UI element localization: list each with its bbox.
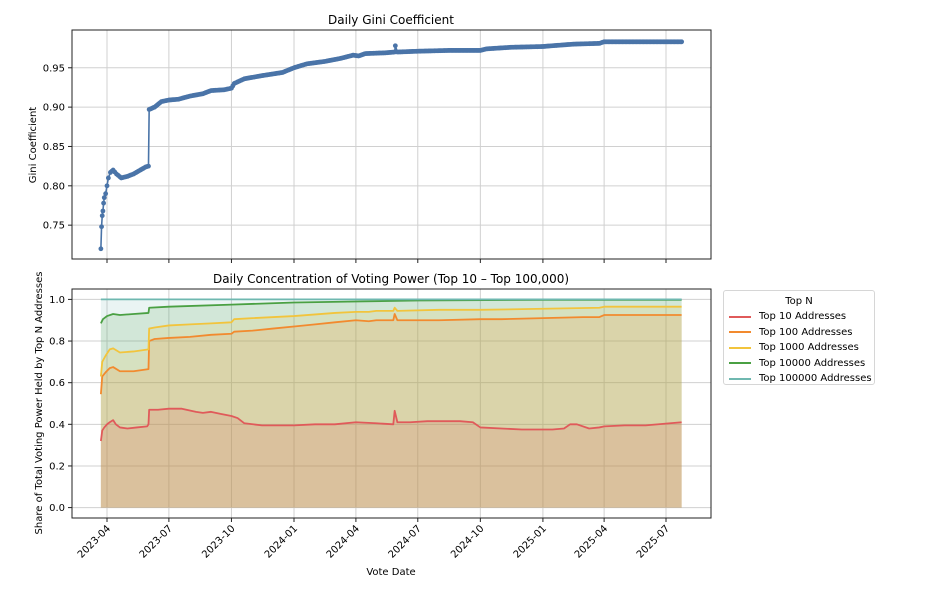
concentration-title: Daily Concentration of Voting Power (Top… bbox=[213, 272, 569, 286]
concentration-xtick-label: 2023-04 bbox=[76, 523, 113, 560]
legend-swatch-top100 bbox=[729, 331, 751, 334]
concentration-xtick-label: 2025-04 bbox=[573, 523, 610, 560]
concentration-fills bbox=[100, 299, 682, 508]
gini-point bbox=[101, 195, 107, 201]
concentration-xtick-label: 2024-07 bbox=[387, 523, 424, 560]
gini-series bbox=[98, 39, 685, 252]
concentration-ytick-label: 1.0 bbox=[49, 295, 65, 306]
line-top100 bbox=[99, 313, 682, 395]
area-top10 bbox=[100, 408, 682, 508]
gini-point bbox=[146, 163, 151, 169]
legend-label: Top 10000 Addresses bbox=[759, 357, 866, 369]
area-top10000 bbox=[100, 299, 682, 508]
line-top10 bbox=[99, 407, 682, 442]
legend-swatch-top100000 bbox=[729, 377, 751, 380]
concentration-ytick-label: 0.2 bbox=[49, 461, 65, 472]
line-top1000 bbox=[99, 305, 682, 377]
gini-point bbox=[99, 213, 105, 219]
legend-swatch-top1000 bbox=[729, 346, 751, 349]
gini-grid bbox=[72, 30, 711, 259]
concentration-xtick-label: 2023-10 bbox=[200, 523, 237, 560]
gini-ytick-label: 0.75 bbox=[43, 221, 65, 232]
concentration-ytick-label: 0.0 bbox=[49, 503, 65, 514]
gini-axes-frame bbox=[71, 29, 712, 260]
gini-point bbox=[103, 191, 109, 197]
concentration-ytick-label: 0.4 bbox=[49, 420, 65, 431]
concentration-xtick-label: 2023-07 bbox=[138, 523, 175, 560]
gini-point bbox=[101, 200, 106, 206]
gini-line bbox=[100, 41, 682, 249]
legend-item-top1000: Top 1000 Addresses bbox=[724, 340, 874, 356]
gini-point bbox=[105, 175, 111, 181]
gini-axes: 0.75 0.80 0.85 0.90 0.95 Daily Gini Coeffici… bbox=[28, 13, 712, 263]
concentration-series bbox=[99, 298, 682, 442]
concentration-xtick-label: 2024-04 bbox=[325, 523, 362, 560]
legend-label: Top 10 Addresses bbox=[759, 311, 847, 323]
concentration-xlabel: Vote Date bbox=[366, 567, 415, 578]
gini-point bbox=[392, 43, 398, 49]
legend-title: Top N bbox=[785, 296, 813, 307]
legend-item-top100000: Top 100000 Addresses bbox=[724, 371, 874, 387]
legend-swatch-top10 bbox=[729, 315, 751, 318]
gini-ytick-label: 0.95 bbox=[43, 63, 65, 74]
gini-point bbox=[104, 183, 110, 189]
concentration-axes-frame bbox=[71, 288, 712, 519]
gini-ticks: 0.75 0.80 0.85 0.90 0.95 bbox=[43, 63, 667, 263]
legend-item-top100: Top 100 Addresses bbox=[724, 325, 874, 341]
concentration-ytick-label: 0.6 bbox=[49, 378, 65, 389]
concentration-axes: 2023-04 2023-07 2023-10 2024-01 2024-04 2024-… bbox=[34, 272, 712, 578]
legend-label: Top 100 Addresses bbox=[759, 326, 853, 338]
legend-swatch-top10000 bbox=[729, 362, 751, 365]
gini-ytick-label: 0.90 bbox=[43, 103, 65, 114]
gini-ytick-label: 0.85 bbox=[43, 142, 65, 153]
gini-title: Daily Gini Coefficient bbox=[328, 13, 454, 27]
gini-point bbox=[99, 224, 104, 230]
gini-ytick-label: 0.80 bbox=[43, 181, 65, 192]
line-top10000 bbox=[100, 298, 682, 324]
concentration-xtick-label: 2025-07 bbox=[635, 523, 672, 560]
legend-label: Top 1000 Addresses bbox=[759, 342, 859, 354]
legend: Top N Top 10 Addresses Top 100 Addresses… bbox=[723, 290, 875, 385]
concentration-ylabel: Share of Total Voting Power Held by Top … bbox=[34, 272, 45, 535]
legend-item-top10000: Top 10000 Addresses bbox=[724, 356, 874, 372]
area-top100 bbox=[100, 313, 682, 508]
area-top1000 bbox=[100, 306, 682, 508]
concentration-xtick-label: 2024-10 bbox=[449, 523, 486, 560]
legend-item-top10: Top 10 Addresses bbox=[724, 309, 874, 325]
concentration-xtick-label: 2024-01 bbox=[263, 523, 300, 560]
concentration-ytick-label: 0.8 bbox=[49, 337, 65, 348]
concentration-grid bbox=[72, 289, 711, 518]
gini-ylabel: Gini Coefficient bbox=[28, 107, 39, 184]
concentration-xtick-label: 2025-01 bbox=[512, 523, 549, 560]
gini-point bbox=[98, 246, 104, 252]
area-top100000 bbox=[100, 299, 682, 508]
gini-point bbox=[679, 39, 685, 45]
legend-label: Top 100000 Addresses bbox=[759, 373, 872, 385]
gini-point bbox=[100, 208, 106, 214]
